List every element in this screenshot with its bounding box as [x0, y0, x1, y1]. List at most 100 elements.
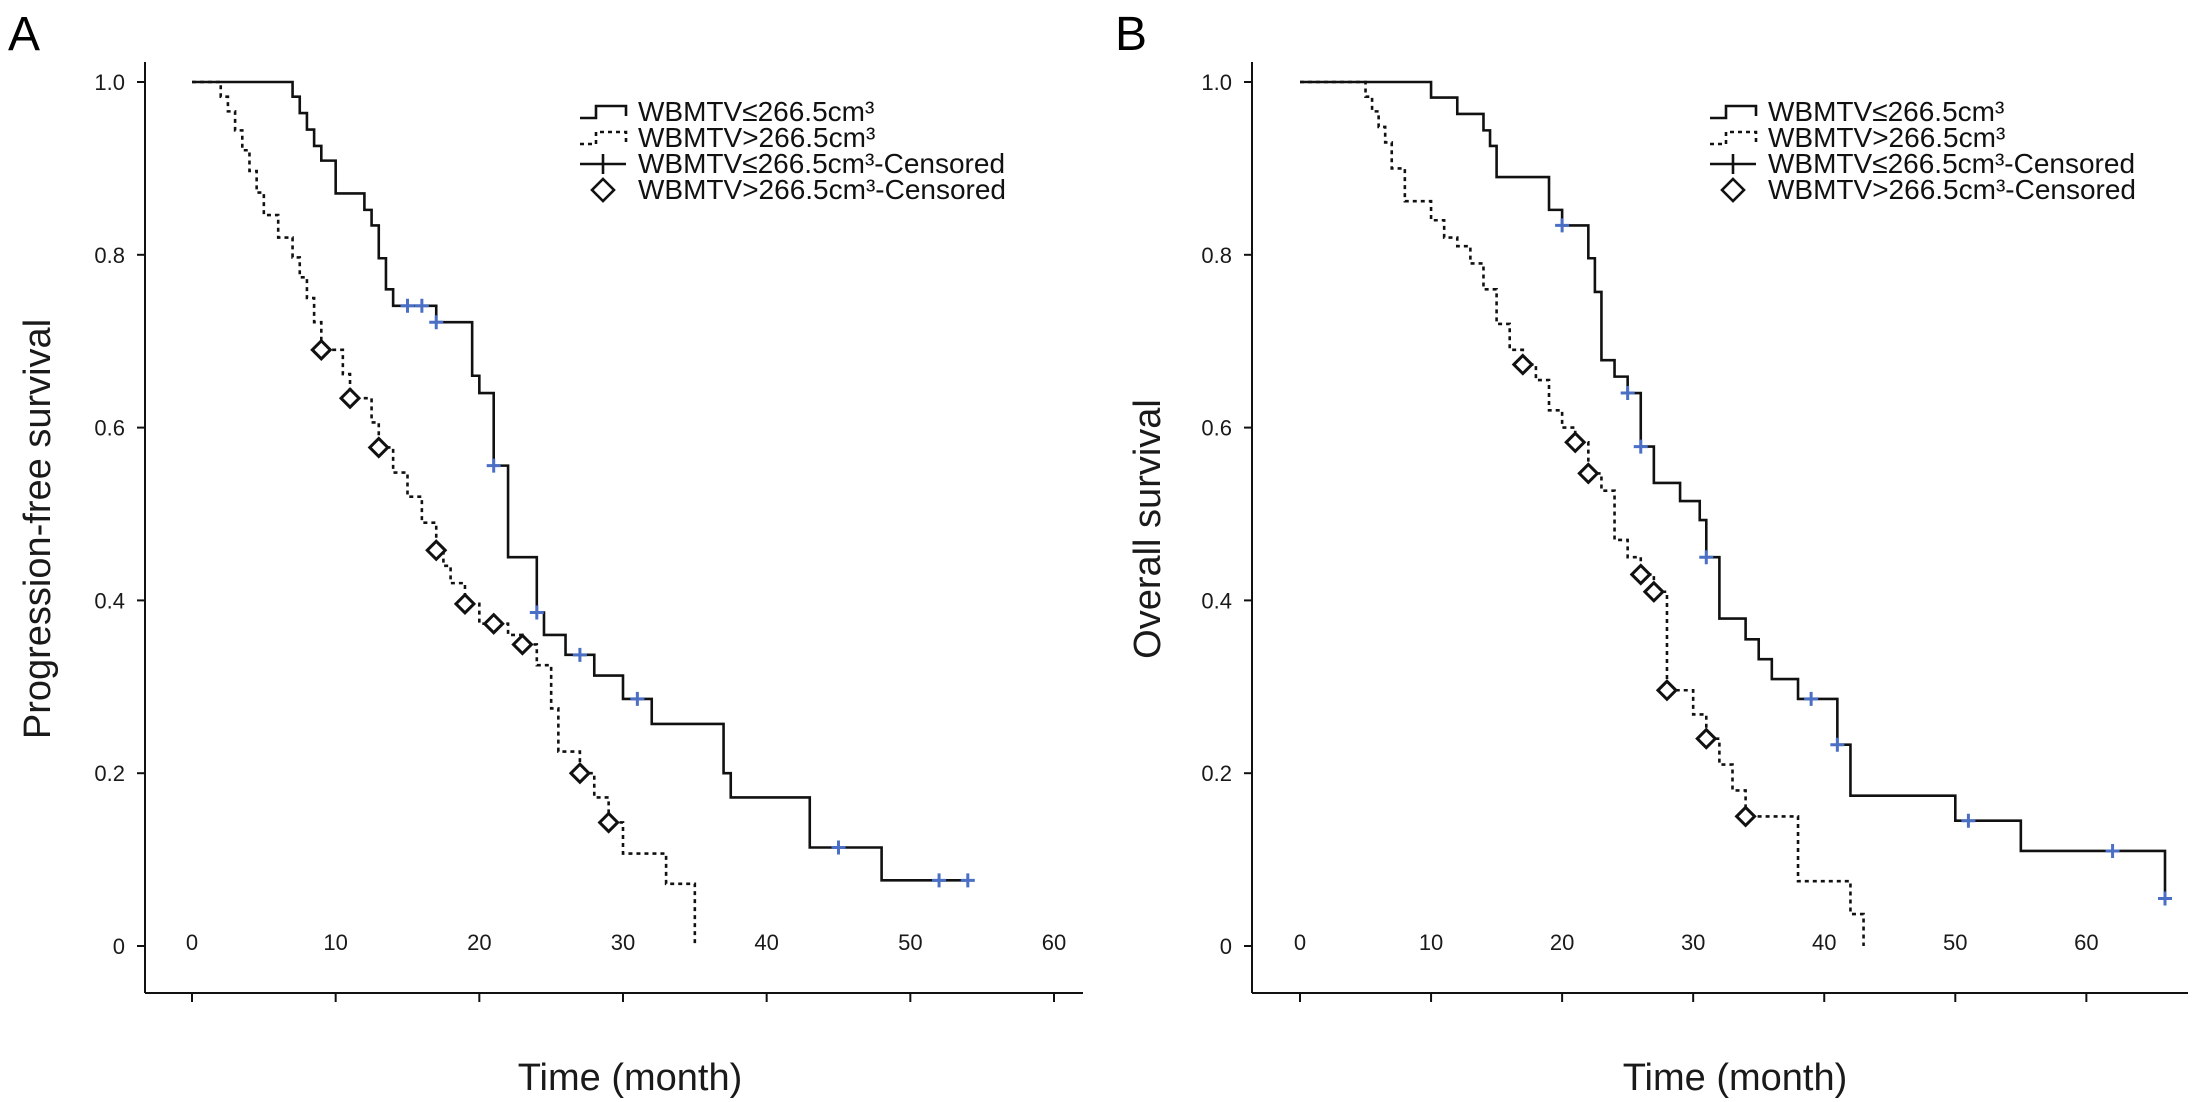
censor-plus-mark-a [486, 458, 501, 473]
x-tick-label-a: 50 [898, 930, 922, 955]
panel-label-b: B [1115, 8, 1147, 61]
series-line-high-wbmtv-a [192, 80, 697, 946]
x-tick-label-b: 50 [1943, 930, 1967, 955]
censor-plus-mark-b [1699, 550, 1714, 565]
censor-diamond-mark-a [310, 338, 333, 361]
y-tick-label-b: 0 [1220, 934, 1232, 959]
legend-diamond-icon-a [590, 177, 616, 203]
legend-plus-icon-b [1710, 154, 1756, 174]
censor-plus-mark-a [400, 298, 415, 313]
panel-a: A Progression-free survival Time (month)… [8, 8, 1083, 1099]
legend-label-a: WBMTV>266.5cm³-Censored [638, 174, 1006, 205]
legend-swatch-a [580, 130, 628, 146]
y-tick-label-a: 0.8 [94, 243, 125, 268]
censor-plus-mark-a [414, 298, 429, 313]
legend-entry-b: WBMTV>266.5cm³ [1710, 122, 2005, 153]
x-tick-label-a: 10 [323, 930, 347, 955]
legend-swatch-b [1710, 104, 1758, 120]
censor-plus-mark-b [1961, 813, 1976, 828]
x-tick-label-b: 10 [1419, 930, 1443, 955]
censor-plus-mark-a [630, 691, 645, 706]
censor-diamond-mark-a [511, 633, 534, 656]
censor-plus-mark-b [1830, 737, 1845, 752]
censor-plus-mark-b [1633, 439, 1648, 454]
x-axis-title-b: Time (month) [1623, 1057, 1848, 1099]
censor-diamond-mark-b [1655, 679, 1679, 702]
legend-label-a: WBMTV≤266.5cm³-Censored [638, 148, 1005, 179]
y-tick-label-a: 0.6 [94, 416, 125, 441]
censor-diamond-mark-b [1564, 431, 1587, 454]
panel-b: B Overall survival Time (month) 00.20.40… [1115, 8, 2188, 1099]
legend-a: WBMTV≤266.5cm³WBMTV>266.5cm³WBMTV≤266.5c… [580, 96, 1006, 205]
censor-plus-mark-b [1555, 218, 1570, 233]
censor-diamond-mark-b [1629, 563, 1652, 586]
censor-plus-mark-a [429, 315, 444, 330]
legend-label-a: WBMTV>266.5cm³ [638, 122, 875, 153]
legend-entry-a: WBMTV≤266.5cm³-Censored [580, 148, 1005, 179]
censor-diamond-mark-b [1734, 805, 1757, 828]
legend-entry-b: WBMTV≤266.5cm³-Censored [1710, 148, 2135, 179]
legend-label-b: WBMTV≤266.5cm³ [1768, 96, 2004, 127]
axes-b: 0 0.2 0.4 0.6 0.8 1.0 0 10 20 30 40 50 60 [1201, 62, 2188, 1002]
y-tick-label-b: 0.2 [1201, 761, 1232, 786]
curves-b [1300, 80, 2172, 946]
legend-label-a: WBMTV≤266.5cm³ [638, 96, 874, 127]
x-tick-label-a: 40 [754, 930, 778, 955]
legend-label-b: WBMTV≤266.5cm³-Censored [1768, 148, 2135, 179]
x-tick-label-a: 30 [611, 930, 635, 955]
censor-diamond-mark-b [1642, 580, 1665, 603]
censor-plus-mark-a [960, 873, 975, 888]
legend-entry-a: WBMTV>266.5cm³ [580, 122, 875, 153]
censor-plus-mark-a [529, 605, 544, 620]
x-tick-label-a: 0 [186, 930, 198, 955]
x-tick-label-b: 20 [1550, 930, 1574, 955]
censor-diamond-mark-a [453, 592, 477, 615]
legend-plus-icon-a [580, 154, 626, 174]
curves-a [192, 80, 975, 946]
censor-diamond-mark-b [1511, 353, 1534, 376]
legend-entry-a: WBMTV≤266.5cm³ [580, 96, 874, 127]
censor-diamond-mark-b [1577, 462, 1600, 485]
censor-plus-mark-a [831, 840, 846, 855]
censor-plus-mark-a [932, 873, 947, 888]
censor-diamond-mark-a [367, 436, 390, 459]
y-tick-label-b: 0.6 [1201, 416, 1232, 441]
censor-plus-mark-b [1620, 386, 1635, 401]
x-tick-label-b: 0 [1294, 930, 1306, 955]
y-tick-label-a: 1.0 [94, 70, 125, 95]
censor-diamond-mark-b [1695, 727, 1718, 750]
y-tick-label-b: 0.4 [1201, 588, 1232, 613]
x-tick-label-b: 60 [2074, 930, 2098, 955]
censor-plus-mark-a [572, 647, 587, 662]
y-axis-title-a: Progression-free survival [17, 319, 59, 739]
legend-diamond-icon-b [1720, 177, 1746, 203]
legend-swatch-a [580, 104, 628, 120]
series-line-low-wbmtv-a [192, 80, 968, 882]
y-axis-title-b: Overall survival [1127, 399, 1169, 659]
legend-label-b: WBMTV>266.5cm³-Censored [1768, 174, 2136, 205]
legend-label-b: WBMTV>266.5cm³ [1768, 122, 2005, 153]
legend-entry-b: WBMTV≤266.5cm³ [1710, 96, 2004, 127]
censor-diamond-mark-a [597, 811, 620, 834]
censor-diamond-mark-a [482, 612, 505, 635]
x-axis-title-a: Time (month) [518, 1057, 743, 1099]
axes-a: 0 0.2 0.4 0.6 0.8 1.0 0 10 20 30 40 50 60 [94, 62, 1083, 1002]
y-tick-label-a: 0.4 [94, 588, 125, 613]
x-tick-label-a: 20 [467, 930, 491, 955]
x-tick-label-b: 30 [1681, 930, 1705, 955]
censor-diamond-mark-a [568, 762, 592, 785]
censor-diamond-mark-a [338, 387, 362, 410]
y-tick-label-a: 0.2 [94, 761, 125, 786]
panel-label-a: A [8, 8, 40, 61]
y-tick-label-b: 0.8 [1201, 243, 1232, 268]
legend-swatch-b [1710, 130, 1758, 146]
y-tick-label-b: 1.0 [1201, 70, 1232, 95]
y-tick-label-a: 0 [113, 934, 125, 959]
x-tick-label-a: 60 [1042, 930, 1066, 955]
censor-diamond-mark-a [425, 539, 448, 562]
x-tick-label-b: 40 [1812, 930, 1836, 955]
legend-entry-b: WBMTV>266.5cm³-Censored [1720, 174, 2136, 205]
censor-plus-mark-b [2158, 891, 2172, 906]
censor-plus-mark-b [1804, 691, 1819, 706]
